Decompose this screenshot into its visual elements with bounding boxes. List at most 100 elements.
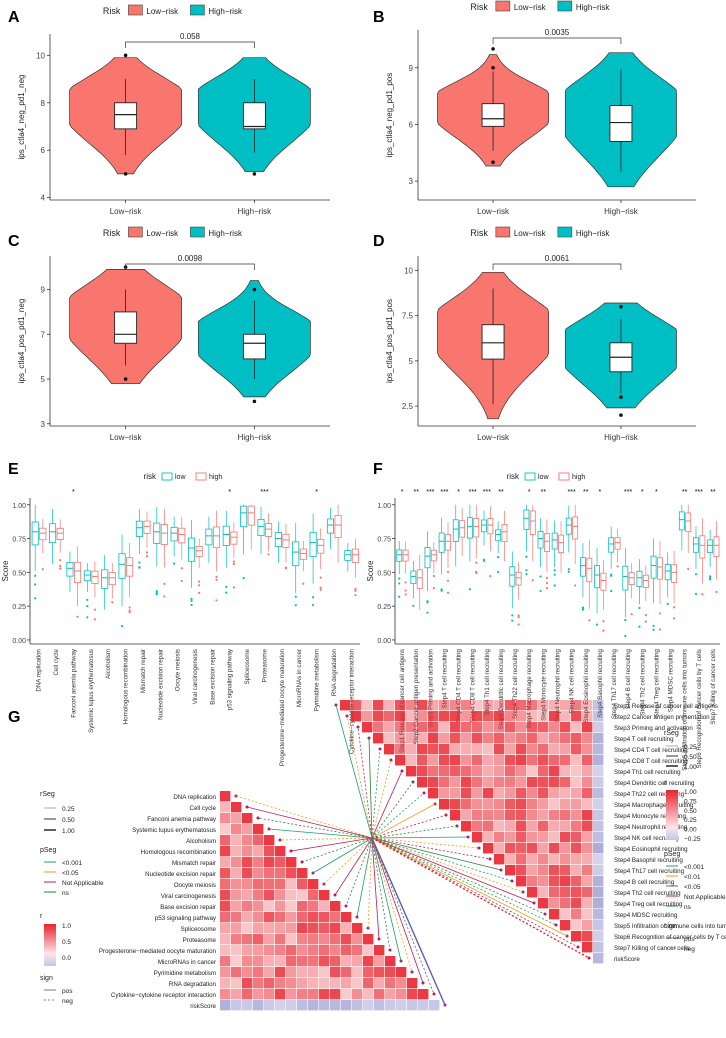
box-F-2-0 — [424, 546, 431, 569]
link-left-11 — [356, 837, 373, 918]
heat-cell-right-3-8 — [428, 733, 439, 744]
outlier-F-8-1-2 — [517, 614, 520, 617]
outlier-F-7-0-0 — [497, 570, 500, 574]
heat-cell-right-13-23 — [593, 843, 604, 854]
box-F-5-0 — [466, 517, 473, 539]
heat-cell-left-14-14 — [374, 945, 385, 956]
outlier-B-0-0 — [491, 47, 495, 51]
heat-cell-left-13-11 — [341, 934, 352, 945]
box-F-12-0 — [565, 517, 572, 535]
heat-cell-right-3-14 — [494, 733, 505, 744]
heat-cell-left-3-2 — [242, 824, 253, 835]
heat-cell-right-5-8 — [428, 755, 439, 766]
heat-cell-left-10-6 — [286, 901, 297, 912]
outlier-B-0-2 — [491, 160, 495, 165]
heat-cell-left-14-2 — [242, 945, 253, 956]
heat-cell-right-9-23 — [593, 799, 604, 810]
heat-cell-left-4-2 — [242, 835, 253, 846]
p-value-C: 0.0098 — [178, 254, 203, 263]
heat-cell-right-10-14 — [494, 810, 505, 821]
heat-cell-right-9-18 — [538, 799, 549, 810]
heat-cell-left-16-2 — [242, 967, 253, 978]
heat-cell-right-8-21 — [571, 788, 582, 799]
heat-cell-left-16-10 — [330, 967, 341, 978]
row-label-right-7: Step4 Dendritic cell recruiting — [614, 780, 695, 787]
heat-cell-right-12-20 — [560, 832, 571, 843]
heat-cell-left-11-3 — [253, 912, 264, 923]
heat-cell-right-4-17 — [527, 744, 538, 755]
anchor-dot-right-23 — [587, 956, 591, 960]
legend-title-A: Risk — [103, 6, 121, 16]
box-F-22-1 — [713, 536, 720, 558]
heat-cell-right-11-21 — [571, 821, 582, 832]
box-E-16-0 — [309, 531, 317, 557]
link-left-8 — [323, 837, 373, 885]
heat-cell-left-9-1 — [231, 890, 242, 901]
outlier-F-13-1-0 — [588, 619, 591, 622]
heat-cell-right-12-19 — [549, 832, 560, 843]
y-tick-label-C-1: 5 — [41, 375, 46, 384]
outlier-E-14-1-1 — [284, 567, 288, 570]
outlier-C-1-0 — [252, 287, 257, 292]
legend-key-F-0 — [524, 472, 536, 481]
heat-cell-right-15-22 — [582, 865, 593, 876]
outlier-E-7-1-1 — [163, 595, 166, 598]
link-left-2 — [257, 817, 373, 839]
outlier-F-22-0-2 — [709, 577, 712, 580]
heat-cell-right-8-8 — [428, 788, 439, 799]
box-F-10-0 — [537, 531, 544, 549]
heat-cell-right-3-16 — [516, 733, 527, 744]
heat-cell-right-8-22 — [582, 788, 593, 799]
heat-cell-right-9-11 — [461, 799, 472, 810]
box-F-21-0 — [693, 537, 699, 553]
box-E-12-0 — [240, 505, 248, 528]
heat-cell-right-6-13 — [483, 766, 494, 777]
legend-left-rseg-label-2: 1.00 — [62, 828, 75, 835]
row-label-right-20: Step5 Infiltration of immune cells into … — [614, 923, 726, 930]
x-tick-label-F-3: Step4 T cell recruiting — [441, 648, 448, 708]
heat-cell-left-18-12 — [352, 989, 363, 1000]
heat-cell-left-19-17 — [407, 1000, 418, 1011]
heat-cell-right-9-9 — [439, 799, 450, 810]
box-F-6-0 — [481, 519, 487, 533]
box-F-11-0 — [551, 532, 558, 550]
row-label-right-1: Step2 Cancer antigen presentation — [614, 714, 710, 721]
heat-cell-right-16-21 — [571, 876, 582, 887]
heat-cell-left-8-5 — [275, 879, 286, 890]
row-label-right-15: Step4 Th17 cell recruiting — [614, 868, 685, 875]
outlier-E-11-1-2 — [232, 560, 235, 563]
outlier-D-1-2 — [619, 413, 623, 417]
heat-cell-left-11-9 — [319, 912, 330, 923]
heat-cell-right-13-22 — [582, 843, 593, 854]
heat-cell-right-4-9 — [439, 744, 450, 755]
heat-cell-left-16-0 — [220, 967, 231, 978]
heat-cell-right-5-15 — [505, 755, 516, 766]
heat-cell-right-1-23 — [593, 711, 604, 722]
box-E-11-1 — [230, 531, 238, 545]
heat-cell-right-8-20 — [560, 788, 571, 799]
outlier-A-0-1 — [123, 172, 128, 176]
heat-cell-left-17-10 — [330, 978, 341, 989]
heat-cell-left-17-7 — [297, 978, 308, 989]
outlier-F-3-1-2 — [446, 591, 450, 594]
outlier-F-2-1-0 — [432, 587, 435, 590]
box-F-9-0 — [523, 509, 530, 530]
heat-cell-left-16-14 — [374, 967, 385, 978]
box-E-1-0 — [49, 523, 57, 543]
link-right-20 — [371, 837, 557, 926]
box-E-15-0 — [292, 541, 300, 567]
heat-cell-left-8-4 — [264, 879, 275, 890]
box-F-5-1 — [473, 518, 480, 538]
box-E-8-1 — [178, 527, 186, 544]
heat-cell-right-6-20 — [560, 766, 571, 777]
heat-cell-right-16-16 — [516, 876, 527, 887]
box-E-10-0 — [205, 528, 213, 546]
heat-cell-right-2-11 — [461, 722, 472, 733]
heat-cell-right-4-11 — [461, 744, 472, 755]
heat-cell-right-0-14 — [494, 700, 505, 711]
heat-cell-right-6-12 — [472, 766, 483, 777]
heat-cell-right-15-21 — [571, 865, 582, 876]
heat-cell-right-6-23 — [593, 766, 604, 777]
legend-title-D: Risk — [470, 228, 488, 238]
outlier-F-21-1-0 — [701, 593, 704, 596]
